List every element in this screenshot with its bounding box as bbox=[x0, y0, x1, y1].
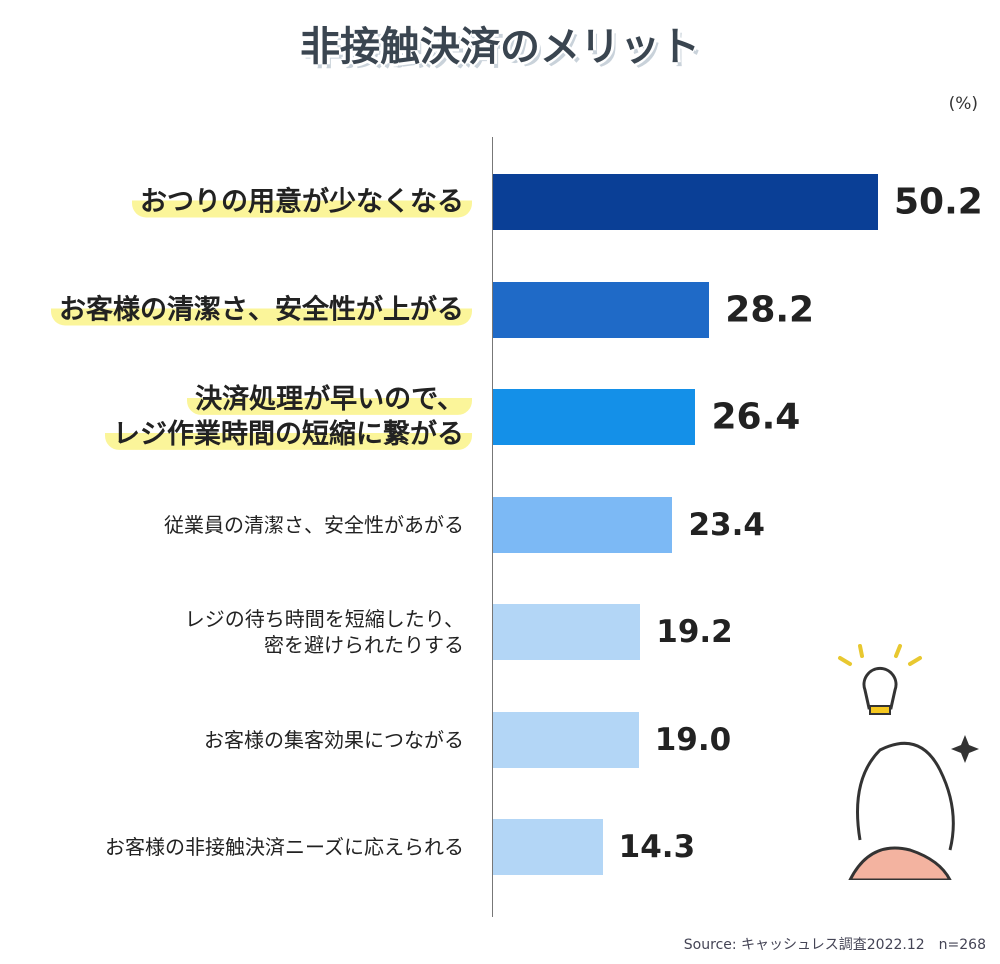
bar bbox=[493, 281, 710, 338]
value-label: 14.3 bbox=[618, 829, 696, 865]
category-label: 従業員の清潔さ、安全性があがる bbox=[156, 512, 472, 538]
value-label: 23.4 bbox=[688, 506, 765, 543]
bar bbox=[493, 389, 696, 445]
chart-title: 非接触決済のメリット bbox=[300, 24, 700, 70]
bar bbox=[493, 604, 641, 660]
axis-line bbox=[492, 137, 493, 917]
category-text: おつりの用意が少なくなる bbox=[132, 186, 472, 218]
value-label: 50.2 bbox=[894, 181, 983, 223]
category-text: 決済処理が早いので、 レジ作業時間の短縮に繋がる bbox=[105, 383, 472, 450]
category-label: レジの待ち時間を短縮したり、 密を避けられたりする bbox=[177, 606, 472, 658]
value-label: 19.2 bbox=[656, 614, 733, 650]
unit-label: (%) bbox=[948, 94, 978, 114]
source: Source: キャッシュレス調査2022.12 n=268 bbox=[683, 937, 986, 953]
bar bbox=[493, 819, 603, 875]
category-label: 決済処理が早いので、 レジ作業時間の短縮に繋がる bbox=[105, 382, 472, 452]
value-label: 26.4 bbox=[711, 396, 801, 438]
bar bbox=[493, 496, 673, 553]
illustration bbox=[838, 644, 979, 880]
category-text: お客様の集客効果につながる bbox=[204, 727, 464, 752]
category-text: お客様の非接触決済ニーズに応えられる bbox=[105, 835, 464, 859]
value-label: 28.2 bbox=[725, 289, 815, 330]
category-label: お客様の非接触決済ニーズに応えられる bbox=[97, 834, 472, 860]
bar bbox=[493, 711, 639, 768]
category-text: お客様の清潔さ、安全性が上がる bbox=[51, 293, 472, 325]
category-text: レジの待ち時間を短縮したり、 密を避けられたりする bbox=[184, 607, 464, 657]
bar bbox=[493, 174, 878, 230]
category-label: お客様の清潔さ、安全性が上がる bbox=[51, 292, 472, 327]
category-text: 従業員の清潔さ、安全性があがる bbox=[164, 512, 464, 537]
category-label: お客様の集客効果につながる bbox=[196, 727, 472, 753]
value-label: 19.0 bbox=[654, 721, 732, 758]
category-label: おつりの用意が少なくなる bbox=[132, 184, 472, 219]
